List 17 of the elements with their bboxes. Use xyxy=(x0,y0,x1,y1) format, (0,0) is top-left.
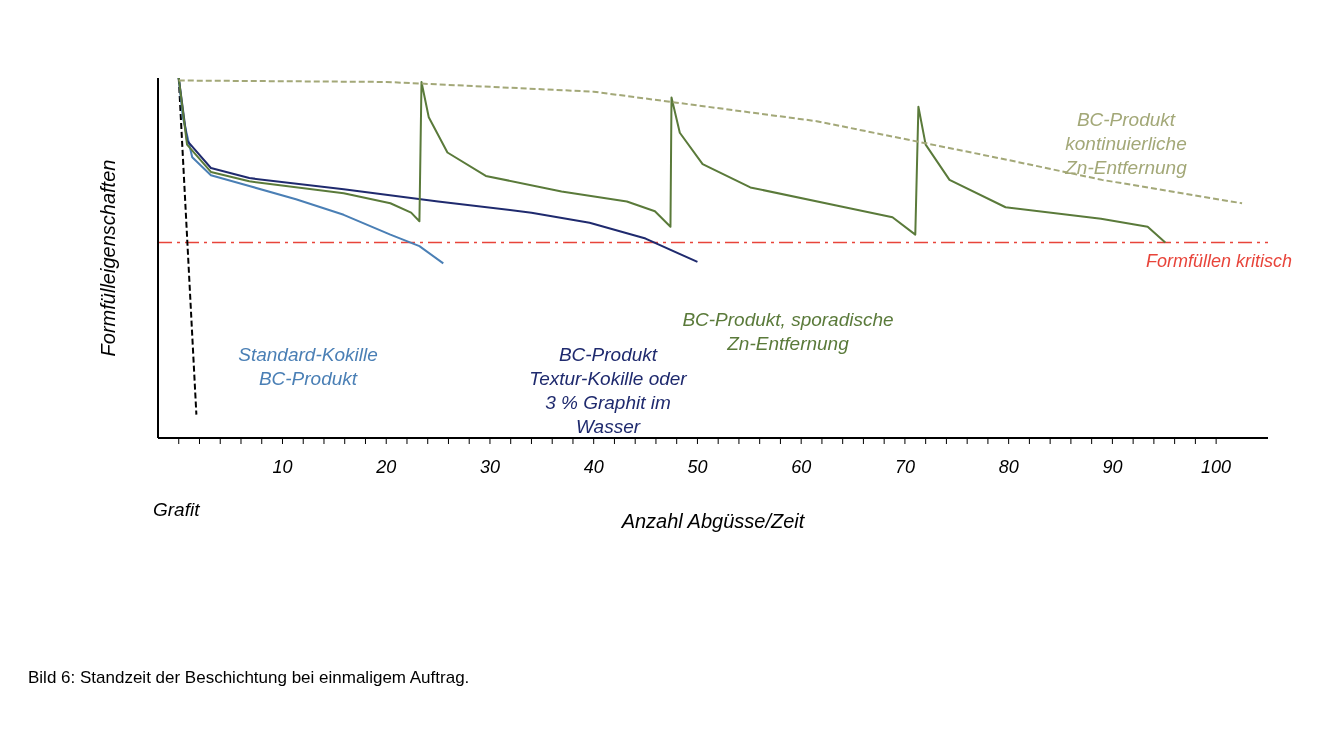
x-tick-label: 20 xyxy=(375,456,397,477)
x-axis-title: Anzahl Abgüsse/Zeit xyxy=(620,510,806,532)
x-tick-label: 70 xyxy=(894,456,915,477)
x-tick-label: 30 xyxy=(479,456,500,477)
x-tick-label: 90 xyxy=(1102,456,1123,477)
x-tick-label: 60 xyxy=(791,456,812,477)
y-axis-title: Formfülleigenschaften xyxy=(97,159,120,357)
text: Standard-Kokille BC-Produkt xyxy=(238,343,378,391)
text: Bild 6: Standzeit der Beschichtung bei einmaligem Auftrag. xyxy=(28,668,470,688)
text: Grafit xyxy=(153,498,200,522)
x-tick-label: 100 xyxy=(1201,456,1232,477)
x-tick-label: 50 xyxy=(687,456,708,477)
series-label: BC-Produkt kontinuierliche Zn-Entfernung xyxy=(1065,108,1187,180)
x-tick-label: 10 xyxy=(272,456,293,477)
ref-line-label: Formfüllen kritisch xyxy=(1145,250,1292,271)
x-tick-label: 80 xyxy=(998,456,1019,477)
x-tick-label: 40 xyxy=(583,456,604,477)
